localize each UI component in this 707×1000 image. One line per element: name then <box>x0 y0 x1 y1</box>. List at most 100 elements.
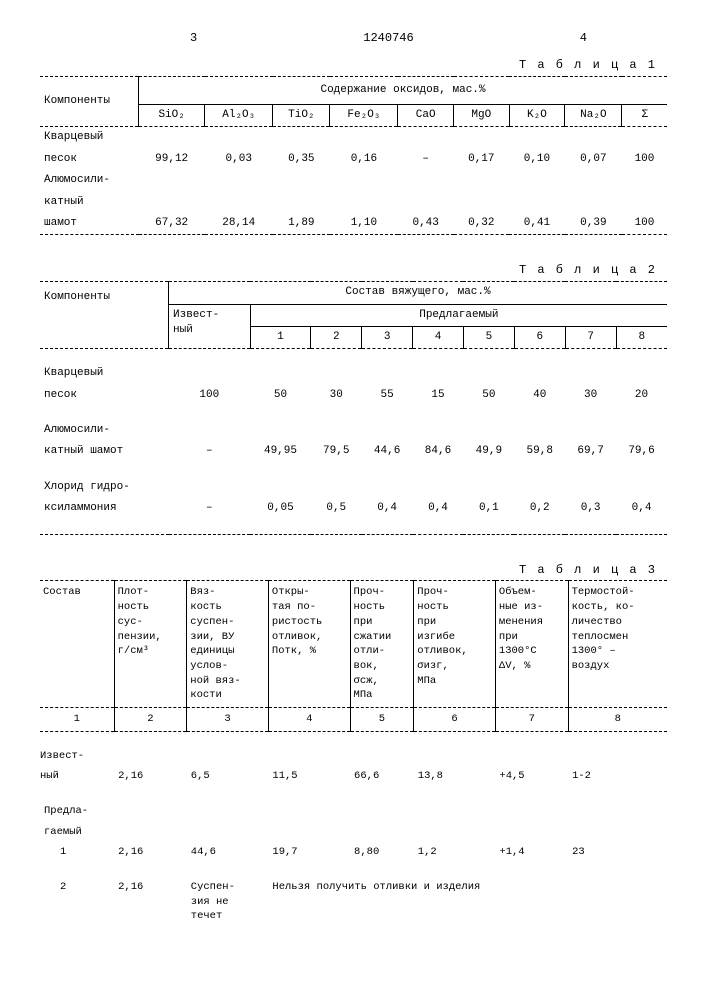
t2-cell: 0,4 <box>413 498 464 519</box>
t3-cell: +1,4 <box>495 842 568 863</box>
t2-cell: 30 <box>565 385 616 406</box>
t2-rowname: Алюмосили- <box>40 420 169 441</box>
t2-cell: 84,6 <box>413 441 464 462</box>
t3-cell: 1-2 <box>568 766 667 787</box>
page-num-left: 3 <box>190 30 197 47</box>
t2-cell: 50 <box>250 385 311 406</box>
t1-cell: 0,35 <box>273 149 330 170</box>
t2-colnum: 4 <box>413 326 464 348</box>
t2-known-cell: – <box>169 441 251 462</box>
t2-cell: 0,3 <box>565 498 616 519</box>
t2-cell: 0,5 <box>311 498 362 519</box>
t1-col: Na₂O <box>565 104 622 126</box>
t2-rowname: катный шамот <box>40 441 169 462</box>
t3-col: Термостой- кость, ко- личество теплосмен… <box>568 581 667 708</box>
t3-col: Плот- ность сус- пензии, г/см³ <box>114 581 187 708</box>
t1-cell: 1,10 <box>330 213 398 235</box>
t2-cell: 50 <box>463 385 514 406</box>
t3-note: Нельзя получить отливки и изделия <box>268 877 667 927</box>
t3-cell: 2,16 <box>114 877 187 927</box>
t1-col: Fe₂O₃ <box>330 104 398 126</box>
t2-cell: 69,7 <box>565 441 616 462</box>
t2-rowhdr: Компоненты <box>40 282 169 349</box>
t3-cell: 6,5 <box>187 766 269 787</box>
t3-cell: 2,16 <box>114 842 187 863</box>
t2-colnum: 5 <box>463 326 514 348</box>
t1-cell: 0,03 <box>205 149 273 170</box>
table2: Компоненты Состав вяжущего, мас.% Извест… <box>40 281 667 542</box>
t3-col: Проч- ность при изгибе отливок, σизг, МП… <box>414 581 496 708</box>
t3-colnum: 3 <box>187 707 269 731</box>
t3-cell: 19,7 <box>268 842 350 863</box>
t3-rowname: ный <box>40 766 114 787</box>
t1-cell: 0,32 <box>454 213 510 235</box>
t2-cell: 0,05 <box>250 498 311 519</box>
t2-colnum: 7 <box>565 326 616 348</box>
t1-cell: 100 <box>622 213 667 235</box>
t2-proposed: Предлагаемый <box>250 304 667 326</box>
t2-known: Извест- ный <box>169 304 251 349</box>
t3-rowname: 2 <box>40 877 114 927</box>
t1-cell: 28,14 <box>205 213 273 235</box>
t2-known-cell: – <box>169 498 251 519</box>
t3-cell: 1,2 <box>414 842 496 863</box>
t2-cell: 49,9 <box>463 441 514 462</box>
t3-cell: +4,5 <box>495 766 568 787</box>
t3-col: Проч- ность при сжатии отли- вок, σсж, М… <box>350 581 414 708</box>
t1-cell: 0,07 <box>565 149 622 170</box>
t2-colnum: 1 <box>250 326 311 348</box>
t3-cell: 66,6 <box>350 766 414 787</box>
t1-rowname: Кварцевый <box>40 127 139 149</box>
t2-cell: 0,4 <box>616 498 667 519</box>
t2-colnum: 6 <box>514 326 565 348</box>
t3-col: Состав <box>40 581 114 708</box>
t2-known-cell: 100 <box>169 385 251 406</box>
t2-colnum: 8 <box>616 326 667 348</box>
t2-colnum: 3 <box>362 326 413 348</box>
t1-col: TiO₂ <box>273 104 330 126</box>
t1-cell: 0,17 <box>454 149 510 170</box>
t2-cell: 0,1 <box>463 498 514 519</box>
t2-cell: 0,4 <box>362 498 413 519</box>
t3-colnum: 4 <box>268 707 350 731</box>
t2-cell: 49,95 <box>250 441 311 462</box>
t3-section: гаемый <box>40 822 114 843</box>
t1-rowname: Алюмосили- <box>40 170 139 191</box>
t3-colnum: 6 <box>414 707 496 731</box>
t3-cell: 44,6 <box>187 842 269 863</box>
doc-number: 1240746 <box>363 30 413 47</box>
t3-col: Вяз- кость суспен- зии, ВУ единицы услов… <box>187 581 269 708</box>
t3-section: Предла- <box>40 801 114 822</box>
t1-grouphdr: Содержание оксидов, мас.% <box>139 76 668 104</box>
t1-cell: 67,32 <box>139 213 205 235</box>
table1: Компоненты Содержание оксидов, мас.% SiO… <box>40 76 667 243</box>
t2-rowname: Хлорид гидро- <box>40 477 169 498</box>
page-header: 3 1240746 4 <box>40 30 667 47</box>
t3-cell: 2,16 <box>114 766 187 787</box>
t1-cell: – <box>398 149 454 170</box>
t3-col: Откры- тая по- ристость отливок, Потк, % <box>268 581 350 708</box>
t1-cell: 0,43 <box>398 213 454 235</box>
table3-label: Т а б л и ц а 3 <box>40 562 667 579</box>
t1-cell: 100 <box>622 149 667 170</box>
t2-rowname: Кварцевый <box>40 363 169 384</box>
page-num-right: 4 <box>580 30 587 47</box>
t1-cell: 0,10 <box>509 149 565 170</box>
t1-col: Al₂O₃ <box>205 104 273 126</box>
t1-col: Σ <box>622 104 667 126</box>
t3-cell: 13,8 <box>414 766 496 787</box>
t3-colnum: 7 <box>495 707 568 731</box>
t3-cell: 11,5 <box>268 766 350 787</box>
t2-cell: 59,8 <box>514 441 565 462</box>
t1-col: K₂O <box>509 104 565 126</box>
t3-cell: 8,80 <box>350 842 414 863</box>
table3: СоставПлот- ность сус- пензии, г/см³Вяз-… <box>40 580 667 941</box>
t3-rowname: 1 <box>40 842 114 863</box>
t2-cell: 20 <box>616 385 667 406</box>
t1-col: SiO₂ <box>139 104 205 126</box>
table1-label: Т а б л и ц а 1 <box>40 57 667 74</box>
t1-cell: 99,12 <box>139 149 205 170</box>
t1-col: CaO <box>398 104 454 126</box>
t2-cell: 55 <box>362 385 413 406</box>
t3-col: Объем- ные из- менения при 1300°С ΔV, % <box>495 581 568 708</box>
